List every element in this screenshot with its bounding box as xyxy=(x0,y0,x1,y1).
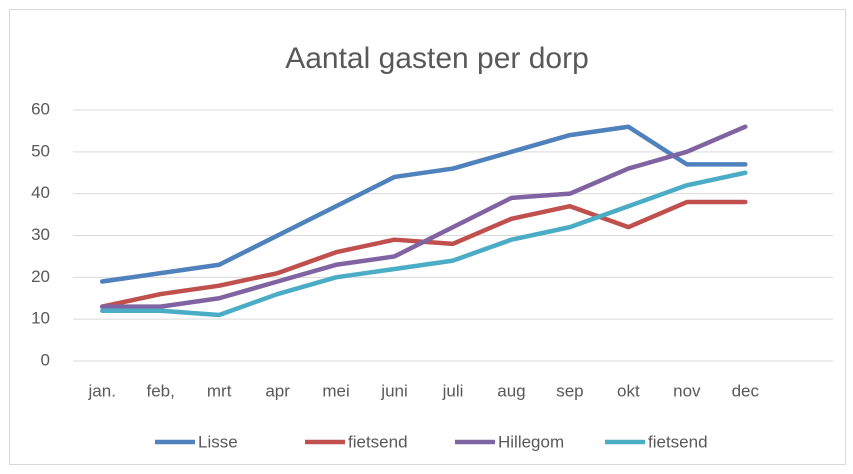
x-tick-label: juli xyxy=(442,381,464,400)
y-tick-label: 10 xyxy=(31,309,50,328)
chart-title: Aantal gasten per dorp xyxy=(285,42,589,75)
x-tick-label: jan. xyxy=(88,381,116,400)
x-tick-label: juni xyxy=(380,381,407,400)
y-tick-label: 20 xyxy=(31,267,50,286)
y-tick-label: 50 xyxy=(31,141,50,160)
series-line xyxy=(99,124,748,309)
x-tick-label: okt xyxy=(617,381,640,400)
y-tick-label: 40 xyxy=(31,183,50,202)
series-line xyxy=(99,124,748,284)
y-tick-label: 0 xyxy=(41,350,50,369)
x-tick-label: nov xyxy=(673,381,701,400)
x-tick-label: dec xyxy=(732,381,760,400)
legend-label: Hillegom xyxy=(498,432,564,451)
chart-border xyxy=(9,9,846,465)
legend-label: fietsend xyxy=(348,432,408,451)
legend-label: fietsend xyxy=(648,432,708,451)
x-tick-label: sep xyxy=(556,381,583,400)
x-tick-label: mei xyxy=(322,381,349,400)
x-tick-label: apr xyxy=(265,381,290,400)
x-tick-label: aug xyxy=(497,381,525,400)
y-tick-label: 60 xyxy=(31,99,50,118)
x-tick-label: feb, xyxy=(147,381,175,400)
x-tick-label: mrt xyxy=(207,381,232,400)
y-tick-label: 30 xyxy=(31,225,50,244)
series-line xyxy=(99,170,748,318)
legend-label: Lisse xyxy=(198,432,238,451)
